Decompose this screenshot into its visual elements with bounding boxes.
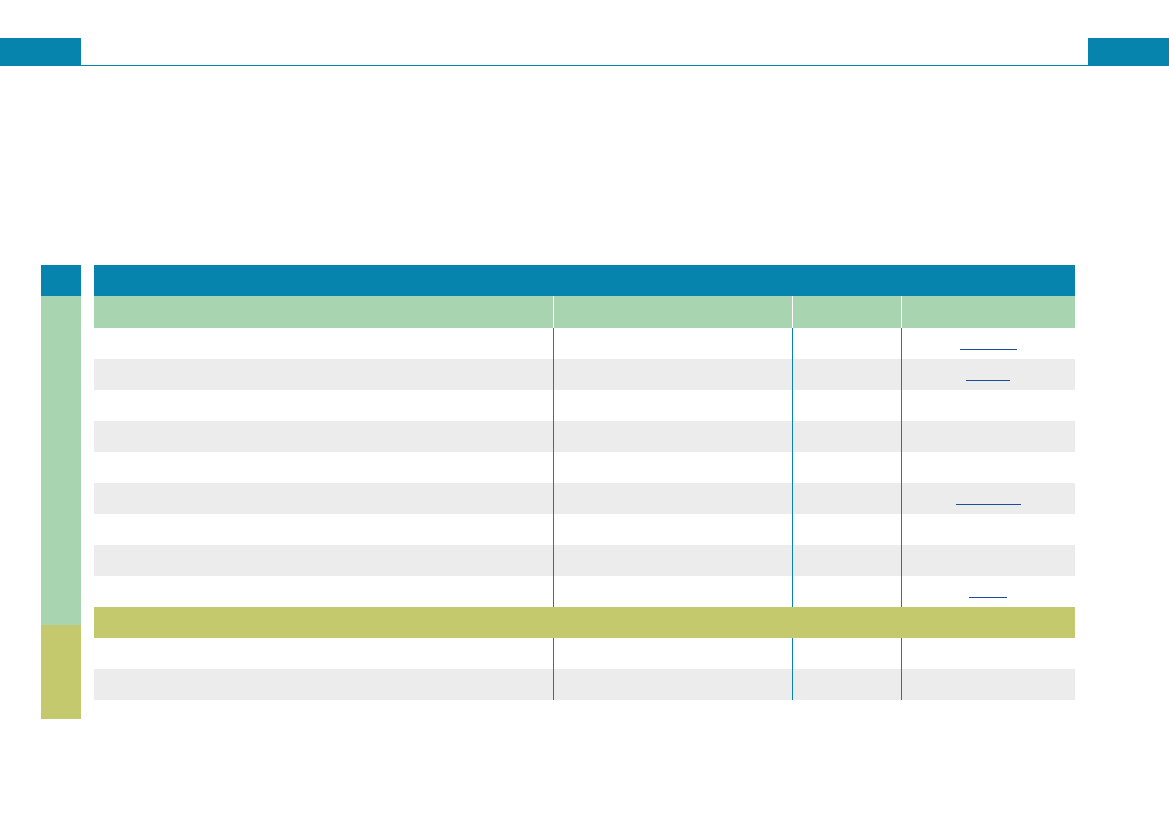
- table-cell: [554, 421, 793, 452]
- table-cell: [94, 669, 554, 700]
- link-underline[interactable]: [969, 597, 1007, 598]
- section-cell: [554, 296, 793, 328]
- section-title: [94, 296, 554, 328]
- table-row: [94, 545, 1075, 576]
- table-cell: [554, 390, 793, 421]
- table-cell: [554, 359, 793, 390]
- table-cell: [94, 514, 554, 545]
- table-cell: [94, 452, 554, 483]
- table-cell: [94, 359, 554, 390]
- header-cell-1: [94, 265, 554, 296]
- table-cell: [554, 452, 793, 483]
- table-cell: [902, 545, 1075, 576]
- table-cell: [94, 390, 554, 421]
- table-cell: [94, 421, 554, 452]
- header-cell-2: [554, 265, 793, 296]
- table-cell: [94, 483, 554, 514]
- link-underline[interactable]: [956, 504, 1021, 505]
- table-row: [94, 576, 1075, 607]
- table-cell: [902, 452, 1075, 483]
- table-cell: [793, 514, 902, 545]
- table-cell: [554, 576, 793, 607]
- table-row: [94, 483, 1075, 514]
- table-cell: [902, 576, 1075, 607]
- table-cell: [902, 328, 1075, 359]
- section-header-row: [94, 607, 1075, 638]
- table-header-row: [94, 265, 1075, 296]
- table-cell: [94, 576, 554, 607]
- table-cell: [902, 359, 1075, 390]
- table-cell: [554, 483, 793, 514]
- section-cell: [902, 296, 1075, 328]
- header-cell-3: [793, 265, 902, 296]
- data-table: [94, 265, 1075, 700]
- table-cell: [793, 452, 902, 483]
- table-cell: [554, 669, 793, 700]
- section-cell: [793, 607, 902, 638]
- table-cell: [554, 545, 793, 576]
- table-row: [94, 452, 1075, 483]
- table-row: [94, 421, 1075, 452]
- section-header-row: [94, 296, 1075, 328]
- table-cell: [793, 328, 902, 359]
- table-cell: [902, 669, 1075, 700]
- header-right-block: [1088, 38, 1169, 66]
- link-underline[interactable]: [960, 349, 1017, 350]
- table-cell: [902, 514, 1075, 545]
- table-cell: [554, 328, 793, 359]
- table-cell: [902, 483, 1075, 514]
- table-row: [94, 514, 1075, 545]
- table-cell: [793, 421, 902, 452]
- table-cell: [793, 483, 902, 514]
- table-cell: [554, 514, 793, 545]
- table-cell: [554, 638, 793, 669]
- section-cell: [554, 607, 793, 638]
- table-cell: [94, 638, 554, 669]
- header-rule: [81, 65, 1088, 66]
- table-cell: [94, 545, 554, 576]
- table-cell: [793, 576, 902, 607]
- section-cell: [902, 607, 1075, 638]
- section-title: [94, 607, 554, 638]
- side-marker-section-1: [41, 296, 81, 625]
- section-cell: [793, 296, 902, 328]
- header-cell-4: [902, 265, 1075, 296]
- table-cell: [902, 421, 1075, 452]
- table-row: [94, 669, 1075, 700]
- link-underline[interactable]: [966, 380, 1010, 381]
- header-left-block: [0, 38, 81, 66]
- table-row: [94, 638, 1075, 669]
- side-marker-section-2: [41, 625, 81, 719]
- table-cell: [793, 359, 902, 390]
- table-cell: [902, 390, 1075, 421]
- side-marker-header: [41, 265, 81, 296]
- table-cell: [793, 390, 902, 421]
- table-cell: [793, 669, 902, 700]
- table-cell: [94, 328, 554, 359]
- table-row: [94, 359, 1075, 390]
- table-cell: [902, 638, 1075, 669]
- table-row: [94, 328, 1075, 359]
- table-cell: [793, 545, 902, 576]
- table-row: [94, 390, 1075, 421]
- table-cell: [793, 638, 902, 669]
